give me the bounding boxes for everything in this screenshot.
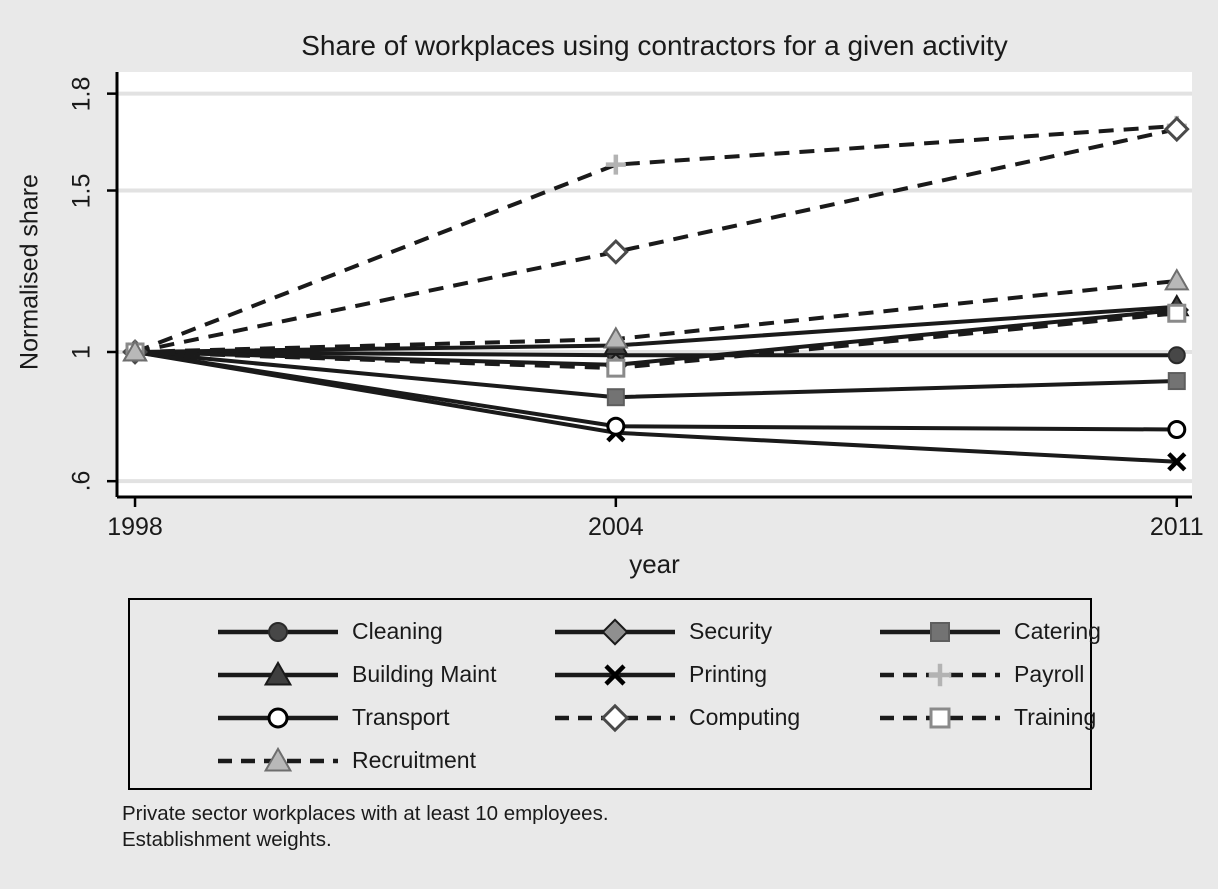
legend-key-square-icon [880, 621, 1000, 642]
legend-item-computing: Computing [555, 696, 880, 739]
plot-area [107, 72, 1192, 507]
x-axis-title: year [629, 549, 680, 579]
marker-recruitment [122, 339, 148, 362]
legend-item-transport: Transport [218, 696, 555, 739]
y-tick-label: .6 [67, 470, 96, 492]
legend-key-triangle-icon [218, 746, 338, 771]
legend-item-training: Training [880, 696, 1101, 739]
y-axis-title: Normalised share [15, 174, 44, 370]
footnotes: Private sector workplaces with at least … [122, 801, 609, 853]
marker-cleaning [1167, 346, 1186, 365]
note-line-1: Private sector workplaces with at least … [122, 802, 609, 825]
legend-item-recruitment: Recruitment [218, 739, 555, 782]
note-line-2: Establishment weights. [122, 828, 332, 851]
marker-transport [1167, 420, 1187, 440]
legend-item-cleaning: Cleaning [218, 610, 555, 653]
legend-item-payroll: Payroll [880, 653, 1101, 696]
legend-key-x-icon [555, 663, 675, 686]
y-tick-label: 1.5 [67, 173, 96, 208]
marker-computing [1163, 116, 1190, 143]
y-tick-label: 1.8 [67, 76, 96, 112]
legend-label: Training [1014, 704, 1097, 730]
legend-label: Payroll [1014, 661, 1085, 687]
legend-item-catering: Catering [880, 610, 1101, 653]
legend-item-security: Security [555, 610, 880, 653]
marker-catering [606, 388, 625, 407]
legend-item-building-maint: Building Maint [218, 653, 555, 696]
marker-transport [606, 416, 626, 436]
legend-label: Catering [1014, 618, 1101, 644]
legend-key-diamond_open-icon [555, 703, 675, 732]
legend-key-circle_open-icon [218, 707, 338, 728]
legend-key-triangle-icon [218, 660, 338, 685]
legend-key-circle-icon [218, 621, 338, 642]
legend-key-square_open-icon [880, 707, 1000, 728]
x-tick-label: 2011 [1149, 513, 1204, 541]
marker-printing [1167, 452, 1187, 472]
marker-recruitment [603, 326, 629, 349]
legend-label: Building Maint [352, 661, 497, 687]
y-tick-label: 1 [67, 345, 96, 359]
legend: Cleaning Security Catering Building Maint Pr… [128, 598, 1101, 790]
series-line-transport [134, 350, 1177, 432]
marker-recruitment [1164, 268, 1190, 291]
legend-key-plus-icon [880, 663, 1000, 686]
marker-payroll [605, 154, 626, 175]
series-line-computing [134, 127, 1178, 354]
marker-training [1167, 303, 1187, 323]
marker-training [606, 358, 626, 378]
legend-label: Recruitment [352, 747, 476, 773]
marker-computing [602, 238, 629, 265]
chart-title: Share of workplaces using contractors fo… [301, 30, 1008, 61]
legend-label: Cleaning [352, 618, 443, 644]
legend-item-printing: Printing [555, 653, 880, 696]
legend-label: Computing [689, 704, 801, 730]
legend-label: Transport [352, 704, 450, 730]
x-tick-label: 1998 [107, 513, 163, 541]
legend-label: Printing [689, 661, 767, 687]
legend-key-diamond-icon [555, 617, 675, 646]
x-tick-label: 2004 [588, 513, 644, 541]
legend-label: Security [689, 618, 773, 644]
marker-catering [1167, 372, 1186, 391]
